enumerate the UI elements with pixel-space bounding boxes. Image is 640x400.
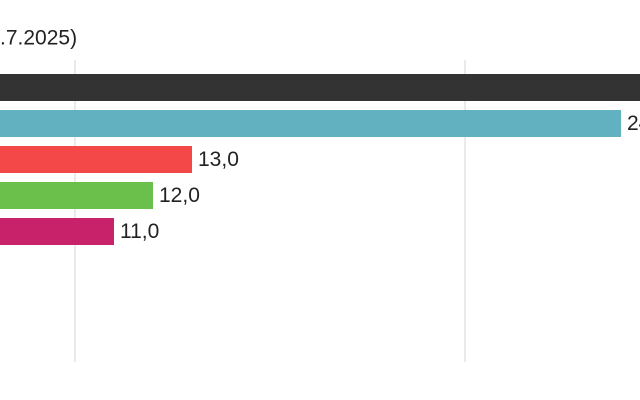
value-label: 13,0	[198, 148, 239, 171]
bar	[0, 218, 114, 245]
value-label: 11,0	[120, 220, 159, 243]
value-label: 12,0	[159, 184, 200, 207]
bar	[0, 110, 621, 137]
chart-title: .7.2025)	[0, 27, 77, 50]
bar	[0, 146, 192, 173]
bar	[0, 74, 640, 101]
value-label: 24,0	[627, 112, 640, 135]
bar	[0, 182, 153, 209]
